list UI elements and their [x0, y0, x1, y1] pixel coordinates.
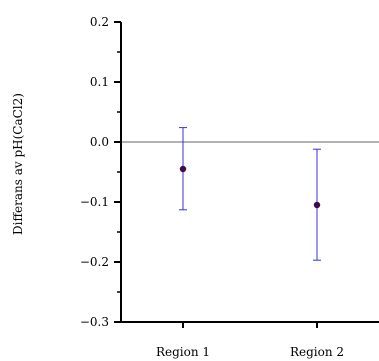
data-point [313, 201, 321, 209]
plot-area: 0.2 0.1 0.0 −0.1 −0.2 −0.3 Region 1 Region 2 Dif… [11, 15, 379, 359]
y-tick-label: 0.1 [90, 75, 109, 89]
x-tick-label: Region 1 [156, 345, 210, 359]
y-axis-title: Differans av pH(CaCl2) [11, 93, 25, 235]
y-tick-label: −0.3 [80, 315, 109, 329]
y-tick-label: 0.0 [90, 135, 109, 149]
data-point [179, 165, 187, 173]
y-tick-label: −0.1 [80, 195, 109, 209]
y-tick-label: −0.2 [80, 255, 109, 269]
x-tick-label: Region 2 [290, 345, 344, 359]
y-tick-label: 0.2 [90, 15, 109, 29]
